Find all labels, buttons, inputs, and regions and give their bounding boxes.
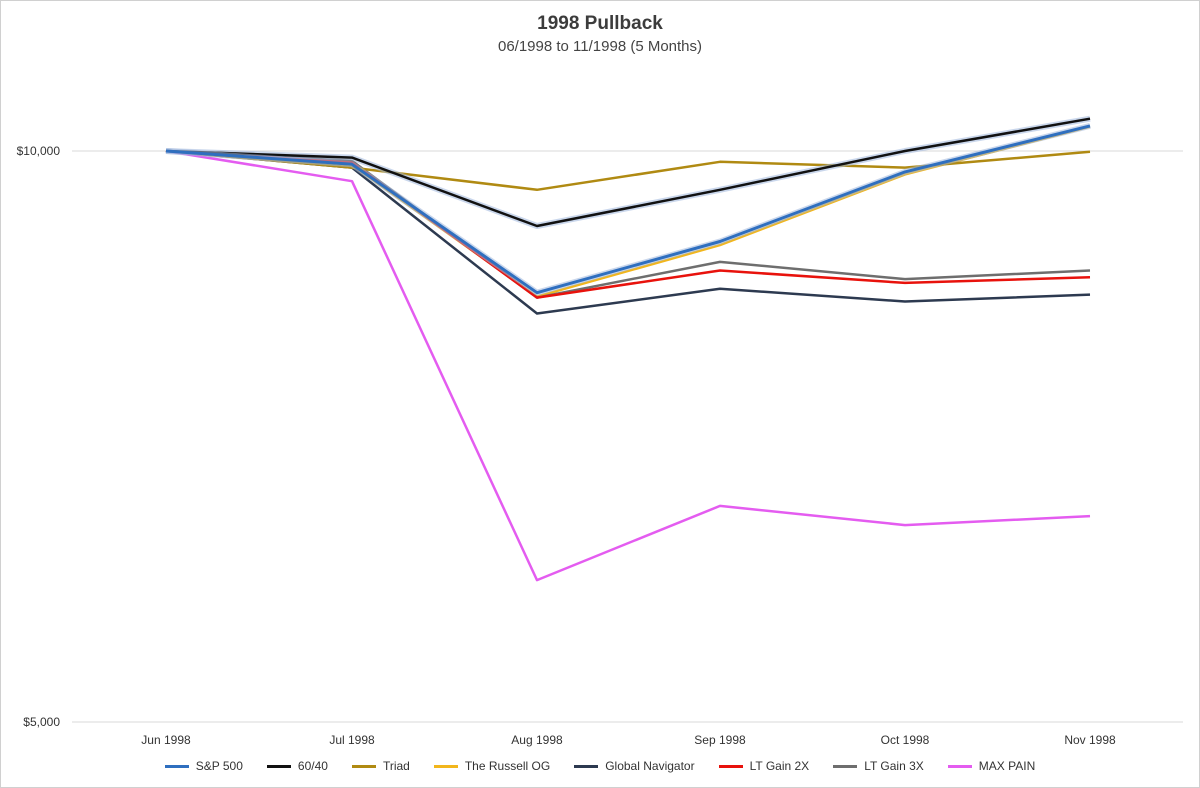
legend-item-triad: Triad bbox=[351, 759, 410, 773]
x-tick-label: Aug 1998 bbox=[511, 733, 563, 747]
x-tick-label: Sep 1998 bbox=[694, 733, 746, 747]
legend-swatch bbox=[351, 764, 376, 768]
legend-swatch bbox=[164, 764, 189, 768]
legend-swatch bbox=[266, 764, 291, 768]
legend-item-global-navigator: Global Navigator bbox=[574, 759, 695, 773]
series-line-the-russell-og bbox=[165, 125, 1091, 298]
x-axis-labels: Jun 1998 Jul 1998 Aug 1998 Sep 1998 Oct 1998… bbox=[141, 733, 1116, 747]
legend-label: LT Gain 3X bbox=[864, 759, 924, 773]
y-tick-label-10000: $10,000 bbox=[17, 144, 61, 158]
series-line-s-p-500 bbox=[165, 124, 1091, 295]
series-line-max-pain bbox=[165, 149, 1091, 582]
legend-swatch bbox=[833, 764, 858, 768]
legend-swatch bbox=[947, 764, 972, 768]
x-tick-label: Jul 1998 bbox=[329, 733, 375, 747]
x-tick-label: Jun 1998 bbox=[141, 733, 191, 747]
y-tick-label-5000: $5,000 bbox=[23, 715, 60, 729]
legend-label: LT Gain 2X bbox=[749, 759, 810, 773]
legend-item-lt-gain-2x: LT Gain 2X bbox=[718, 759, 810, 773]
legend-swatch bbox=[574, 764, 599, 768]
legend-item-s-p-500: S&P 500 bbox=[164, 759, 243, 773]
chart-subtitle: 06/1998 to 11/1998 (5 Months) bbox=[497, 38, 703, 55]
legend-swatch bbox=[718, 764, 743, 768]
x-tick-label: Nov 1998 bbox=[1064, 733, 1116, 747]
legend-item-lt-gain-3x: LT Gain 3X bbox=[833, 759, 924, 773]
legend-item-the-russell-og: The Russell OG bbox=[433, 759, 551, 773]
legend-item-60-40: 60/40 bbox=[266, 759, 328, 773]
chart-legend: S&P 500 60/40 Triad The Russell OG Global Na… bbox=[0, 759, 1200, 773]
legend-item-max-pain: MAX PAIN bbox=[947, 759, 1036, 773]
legend-label: Triad bbox=[382, 759, 410, 773]
series-layer bbox=[165, 115, 1091, 582]
legend-swatch bbox=[433, 764, 458, 768]
x-tick-label: Oct 1998 bbox=[881, 733, 930, 747]
legend-label: MAX PAIN bbox=[978, 759, 1036, 773]
legend-label: 60/40 bbox=[297, 759, 328, 773]
chart-title: 1998 Pullback bbox=[537, 13, 663, 34]
legend-label: S&P 500 bbox=[195, 759, 243, 773]
legend-label: Global Navigator bbox=[605, 759, 695, 773]
legend-label: The Russell OG bbox=[464, 759, 551, 773]
series-line-60-40 bbox=[165, 117, 1091, 228]
